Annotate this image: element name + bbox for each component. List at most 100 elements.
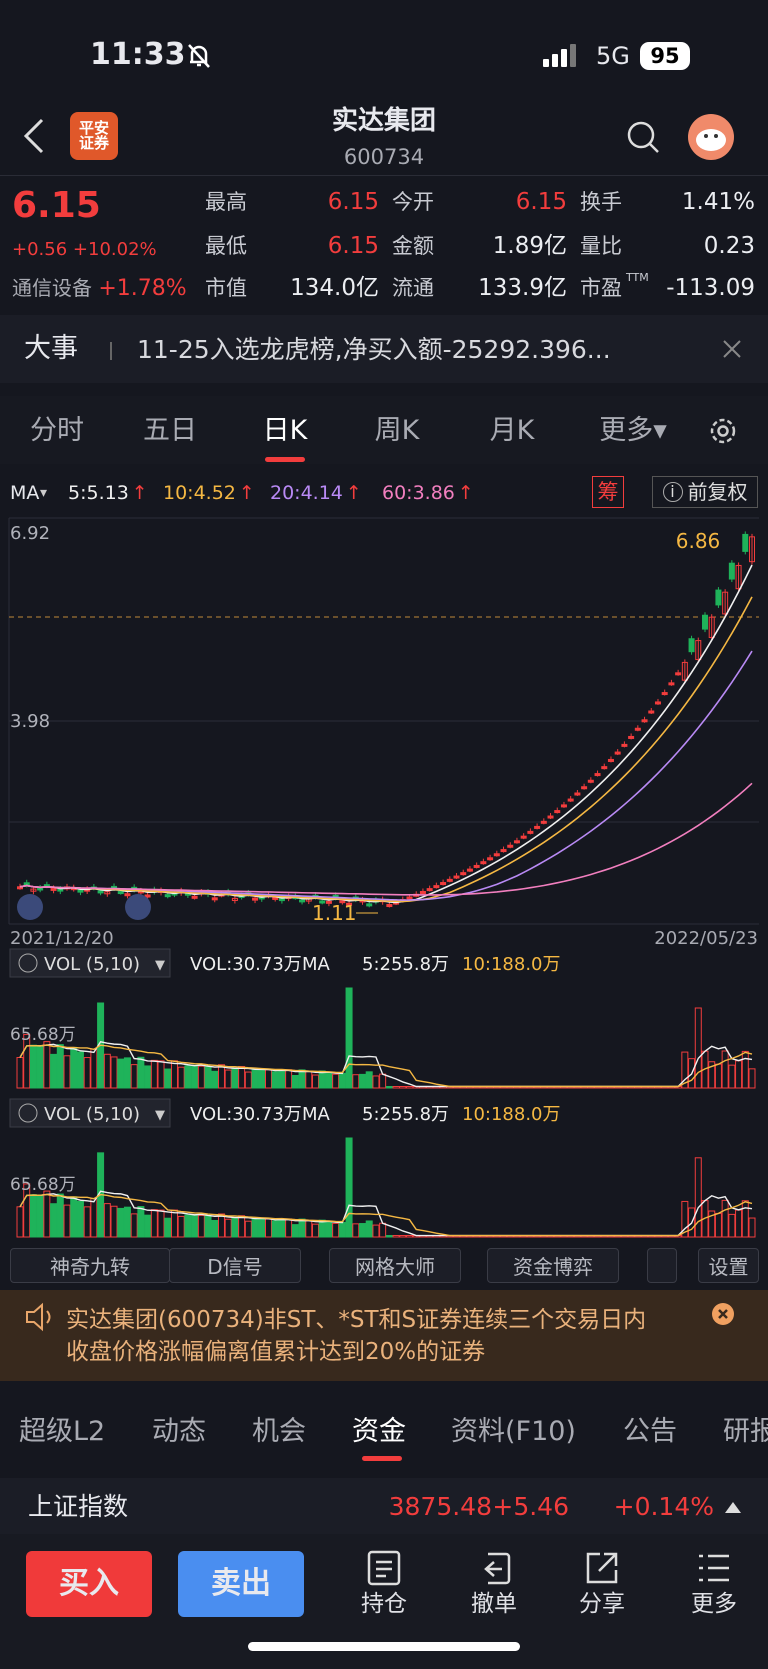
candle-body bbox=[513, 840, 520, 844]
action-label[interactable]: 更多 bbox=[691, 1591, 737, 1617]
section-tab[interactable]: 资料(F10) bbox=[451, 1416, 576, 1447]
volume-bar bbox=[231, 1217, 239, 1238]
volume-bar bbox=[150, 1209, 158, 1238]
volume-bar bbox=[177, 1215, 185, 1238]
volume-bar bbox=[285, 1069, 293, 1089]
adjust-button[interactable]: i 前复权 bbox=[652, 476, 758, 508]
volume-bar bbox=[298, 1069, 306, 1089]
buy-button[interactable]: 买入 bbox=[26, 1551, 152, 1617]
volume-bar bbox=[63, 1204, 71, 1238]
info-icon bbox=[18, 953, 38, 973]
volume-bar bbox=[83, 1057, 91, 1089]
ma-item: 5:5.13 ↑ bbox=[68, 482, 148, 504]
index-name: 上证指数 bbox=[28, 1492, 129, 1521]
volume-bar bbox=[170, 1209, 178, 1238]
vol-ma10: 10:188.0万 bbox=[462, 1104, 561, 1125]
candle-body bbox=[211, 897, 218, 901]
vol-ma-line bbox=[19, 1193, 753, 1237]
volume-bar bbox=[238, 1066, 246, 1089]
chip-button[interactable]: 筹 bbox=[592, 476, 624, 508]
tool-button[interactable]: D信号 bbox=[169, 1248, 301, 1283]
candle-body bbox=[567, 798, 574, 802]
tool-button[interactable]: 设置 bbox=[698, 1248, 759, 1283]
cancel-icon bbox=[484, 1552, 511, 1585]
volume-bar bbox=[735, 1209, 743, 1238]
volume-bar bbox=[157, 1209, 165, 1238]
speaker-icon bbox=[26, 1302, 51, 1332]
volume-bar bbox=[103, 1203, 111, 1238]
volume-bar bbox=[721, 1199, 729, 1238]
alert-close[interactable] bbox=[712, 1303, 734, 1325]
volume-bar bbox=[130, 1064, 138, 1089]
field-value: 1.89亿 bbox=[492, 233, 567, 259]
candle-body bbox=[560, 804, 567, 808]
home-indicator bbox=[248, 1642, 520, 1651]
info-icon bbox=[18, 1103, 38, 1123]
ma-arrow: ↑ bbox=[345, 482, 362, 504]
avatar[interactable] bbox=[688, 114, 734, 160]
tool-button[interactable]: 资金博弈 bbox=[487, 1248, 619, 1283]
volume-bar bbox=[23, 1033, 31, 1089]
candle-body bbox=[487, 857, 494, 861]
candle-body bbox=[319, 900, 326, 904]
vol-caret: ▼ bbox=[155, 958, 165, 973]
section-tab[interactable]: 动态 bbox=[152, 1416, 206, 1447]
candle-body bbox=[460, 872, 467, 876]
volume-bar bbox=[244, 1220, 252, 1238]
volume-bar bbox=[29, 1194, 37, 1238]
candle-body bbox=[749, 536, 755, 563]
volume-bar bbox=[36, 1195, 44, 1238]
sell-button[interactable]: 卖出 bbox=[178, 1551, 304, 1617]
candle-body bbox=[37, 887, 44, 891]
volume-bar bbox=[352, 1223, 360, 1238]
section-tab[interactable]: 资金 bbox=[352, 1416, 406, 1447]
tool-button[interactable]: 神奇九转 bbox=[10, 1248, 170, 1283]
candle-body bbox=[77, 889, 84, 893]
news-close[interactable] bbox=[722, 339, 742, 359]
candle-body bbox=[97, 890, 104, 894]
ma-line bbox=[19, 564, 753, 904]
section-tab[interactable]: 超级L2 bbox=[19, 1416, 106, 1447]
sector-change: +1.78% bbox=[98, 276, 187, 301]
volume-bar bbox=[318, 1219, 326, 1238]
volume-bar bbox=[23, 1183, 31, 1238]
period-tab[interactable]: 日K bbox=[262, 415, 308, 446]
candle-body bbox=[272, 896, 279, 900]
logo-line: 证券 bbox=[78, 134, 109, 152]
ma-line bbox=[19, 650, 753, 901]
field-value: 134.0亿 bbox=[290, 275, 379, 301]
mute-icon bbox=[188, 44, 210, 68]
volume-bar bbox=[103, 1053, 111, 1089]
candle-body bbox=[675, 672, 682, 676]
candle-body bbox=[325, 900, 332, 904]
volume-bar bbox=[285, 1218, 293, 1238]
period-tab[interactable]: 更多▾ bbox=[599, 415, 667, 446]
section-tab[interactable]: 研报 bbox=[723, 1416, 768, 1447]
vol-ma10: 10:188.0万 bbox=[462, 954, 561, 975]
period-tab[interactable]: 分时 bbox=[30, 415, 84, 446]
candle-body bbox=[695, 640, 702, 661]
action-label[interactable]: 分享 bbox=[579, 1591, 625, 1617]
action-label[interactable]: 持仓 bbox=[361, 1591, 407, 1617]
volume-bar bbox=[291, 1075, 299, 1089]
action-label[interactable]: 撤单 bbox=[471, 1591, 517, 1617]
search-button[interactable] bbox=[626, 120, 660, 154]
settings-gear[interactable] bbox=[707, 415, 739, 447]
section-tab[interactable]: 机会 bbox=[252, 1416, 306, 1447]
tool-button[interactable]: 网格大师 bbox=[329, 1248, 461, 1283]
news-text[interactable]: 11-25入选龙虎榜,净买入额-25292.396... bbox=[137, 335, 611, 364]
volume-bar bbox=[231, 1068, 239, 1089]
volume-bar bbox=[338, 1072, 346, 1089]
expand-arrow[interactable] bbox=[724, 1500, 742, 1514]
period-tab[interactable]: 月K bbox=[489, 415, 535, 446]
volume-bar bbox=[258, 1069, 266, 1089]
period-tab[interactable]: 周K bbox=[374, 415, 420, 446]
start-date: 2021/12/20 bbox=[10, 928, 114, 949]
vol-axis-label: 65.68万 bbox=[10, 1175, 76, 1195]
volume-bar bbox=[258, 1218, 266, 1238]
field-label-sup: TTM bbox=[626, 271, 649, 284]
back-button[interactable] bbox=[22, 118, 46, 154]
section-tab[interactable]: 公告 bbox=[623, 1416, 677, 1447]
volume-bar bbox=[399, 1235, 407, 1238]
period-tab[interactable]: 五日 bbox=[143, 415, 197, 446]
